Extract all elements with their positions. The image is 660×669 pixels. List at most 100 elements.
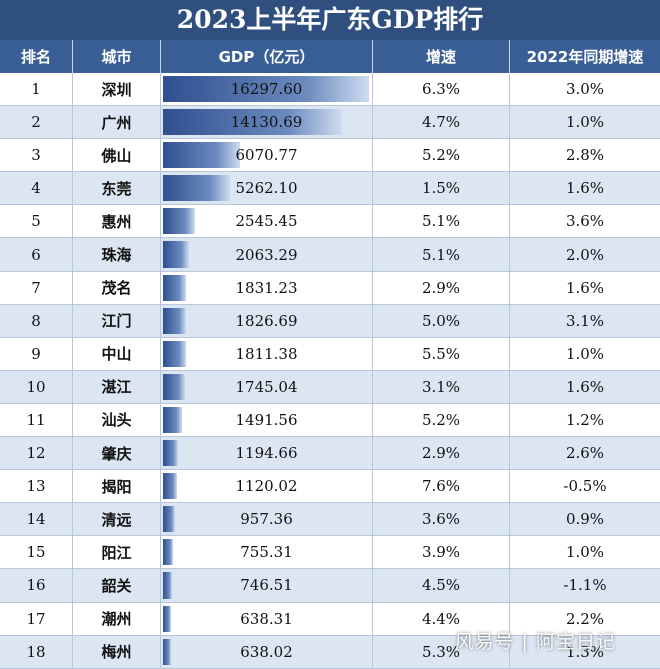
table-row: 1 深圳 16297.60 6.3% 3.0% bbox=[0, 73, 660, 107]
growth-cell: 2.9% bbox=[373, 437, 510, 470]
gdp-bar bbox=[163, 274, 187, 301]
gdp-bar bbox=[163, 109, 342, 136]
rank-cell: 3 bbox=[0, 139, 73, 172]
header-rank: 排名 bbox=[0, 40, 73, 73]
gdp-bar bbox=[163, 638, 172, 665]
table-header: 排名 城市 GDP（亿元） 增速 2022年同期增速 bbox=[0, 40, 660, 73]
gdp-bar bbox=[163, 506, 176, 533]
city-cell: 清远 bbox=[73, 503, 161, 536]
city-cell: 汕头 bbox=[73, 403, 161, 437]
table-row: 7 茂名 1831.23 2.9% 1.6% bbox=[0, 271, 660, 305]
gdp-bar bbox=[163, 473, 178, 500]
growth-cell: 3.1% bbox=[373, 370, 510, 403]
gdp-value: 14130.69 bbox=[230, 113, 303, 132]
city-cell: 潮州 bbox=[73, 602, 161, 635]
gdp-value: 1826.69 bbox=[235, 311, 298, 330]
table-body: 1 深圳 16297.60 6.3% 3.0% 2 广州 14130.69 4.7% 1.0% 3 佛… bbox=[0, 73, 660, 669]
gdp-bar bbox=[163, 241, 190, 268]
table-row: 6 珠海 2063.29 5.1% 2.0% bbox=[0, 238, 660, 272]
gdp-value: 5262.10 bbox=[235, 179, 298, 198]
gdp-bar bbox=[163, 307, 187, 334]
growth-cell: 6.3% bbox=[373, 73, 510, 106]
header-prev-growth: 2022年同期增速 bbox=[526, 48, 644, 66]
rank-cell: 5 bbox=[0, 205, 73, 238]
table-row: 4 东莞 5262.10 1.5% 1.6% bbox=[0, 172, 660, 206]
rank-cell: 2 bbox=[0, 106, 73, 139]
growth-cell: 5.2% bbox=[373, 139, 510, 172]
rank-cell: 11 bbox=[0, 403, 73, 437]
table-row: 3 佛山 6070.77 5.2% 2.8% bbox=[0, 139, 660, 173]
gdp-bar bbox=[163, 605, 172, 632]
gdp-cell: 6070.77 bbox=[161, 139, 373, 172]
gdp-cell: 16297.60 bbox=[161, 73, 373, 106]
rank-cell: 12 bbox=[0, 437, 73, 470]
gdp-bar bbox=[163, 440, 179, 467]
city-cell: 揭阳 bbox=[73, 470, 161, 503]
growth-cell: 4.7% bbox=[373, 106, 510, 139]
gdp-cell: 1811.38 bbox=[161, 337, 373, 370]
prev-growth-cell: -0.5% bbox=[563, 477, 607, 496]
gdp-cell: 2063.29 bbox=[161, 238, 373, 271]
growth-cell: 5.1% bbox=[373, 238, 510, 271]
table-row: 11 汕头 1491.56 5.2% 1.2% bbox=[0, 403, 660, 438]
growth-cell: 1.5% bbox=[373, 172, 510, 205]
rank-cell: 4 bbox=[0, 172, 73, 205]
growth-cell: 7.6% bbox=[373, 470, 510, 503]
gdp-cell: 755.31 bbox=[161, 536, 373, 569]
growth-cell: 5.1% bbox=[373, 205, 510, 238]
rank-cell: 10 bbox=[0, 370, 73, 403]
rank-cell: 9 bbox=[0, 337, 73, 370]
table-row: 12 肇庆 1194.66 2.9% 2.6% bbox=[0, 437, 660, 471]
prev-growth-cell: 2.8% bbox=[565, 146, 605, 165]
growth-cell: 2.9% bbox=[373, 271, 510, 304]
rank-cell: 6 bbox=[0, 238, 73, 271]
table-row: 14 清远 957.36 3.6% 0.9% bbox=[0, 503, 660, 537]
prev-growth-cell: 1.6% bbox=[565, 179, 605, 198]
city-cell: 中山 bbox=[73, 337, 161, 370]
prev-growth-cell: 1.6% bbox=[565, 377, 605, 396]
growth-cell: 4.4% bbox=[373, 602, 510, 635]
growth-cell: 5.3% bbox=[373, 635, 510, 668]
gdp-value: 1811.38 bbox=[235, 344, 298, 363]
gdp-cell: 1831.23 bbox=[161, 271, 373, 304]
gdp-bar bbox=[163, 175, 230, 202]
table-row: 15 阳江 755.31 3.9% 1.0% bbox=[0, 536, 660, 570]
gdp-value: 1491.56 bbox=[235, 410, 298, 429]
prev-growth-cell: 3.1% bbox=[565, 311, 605, 330]
table-row: 9 中山 1811.38 5.5% 1.0% bbox=[0, 337, 660, 371]
rank-cell: 15 bbox=[0, 536, 73, 569]
gdp-value: 957.36 bbox=[240, 510, 293, 529]
city-cell: 肇庆 bbox=[73, 437, 161, 470]
gdp-value: 1120.02 bbox=[235, 477, 298, 496]
gdp-cell: 638.31 bbox=[161, 602, 373, 635]
gdp-value: 638.02 bbox=[240, 642, 293, 661]
city-cell: 珠海 bbox=[73, 238, 161, 271]
prev-growth-cell: 1.0% bbox=[565, 113, 605, 132]
gdp-value: 746.51 bbox=[240, 576, 293, 595]
prev-growth-cell: 1.6% bbox=[565, 278, 605, 297]
table-row: 13 揭阳 1120.02 7.6% -0.5% bbox=[0, 470, 660, 504]
table-row: 10 湛江 1745.04 3.1% 1.6% bbox=[0, 370, 660, 404]
gdp-value: 6070.77 bbox=[235, 146, 298, 165]
city-cell: 深圳 bbox=[73, 73, 161, 106]
table-row: 5 惠州 2545.45 5.1% 3.6% bbox=[0, 205, 660, 239]
gdp-cell: 957.36 bbox=[161, 503, 373, 536]
gdp-bar bbox=[163, 142, 240, 169]
gdp-value: 1831.23 bbox=[235, 278, 298, 297]
city-cell: 阳江 bbox=[73, 536, 161, 569]
prev-growth-cell: 3.6% bbox=[565, 212, 605, 231]
rank-cell: 16 bbox=[0, 569, 73, 602]
rank-cell: 17 bbox=[0, 602, 73, 635]
city-cell: 东莞 bbox=[73, 172, 161, 205]
table-row: 8 江门 1826.69 5.0% 3.1% bbox=[0, 304, 660, 338]
gdp-cell: 746.51 bbox=[161, 569, 373, 602]
prev-growth-cell: 3.0% bbox=[565, 80, 605, 99]
growth-cell: 5.5% bbox=[373, 337, 510, 370]
gdp-cell: 1491.56 bbox=[161, 403, 373, 437]
gdp-bar bbox=[163, 76, 369, 103]
prev-growth-cell: 1.0% bbox=[565, 344, 605, 363]
city-cell: 江门 bbox=[73, 304, 161, 337]
page-title: 2023上半年广东GDP排行 bbox=[0, 0, 660, 40]
gdp-value: 1745.04 bbox=[235, 377, 298, 396]
rank-cell: 14 bbox=[0, 503, 73, 536]
